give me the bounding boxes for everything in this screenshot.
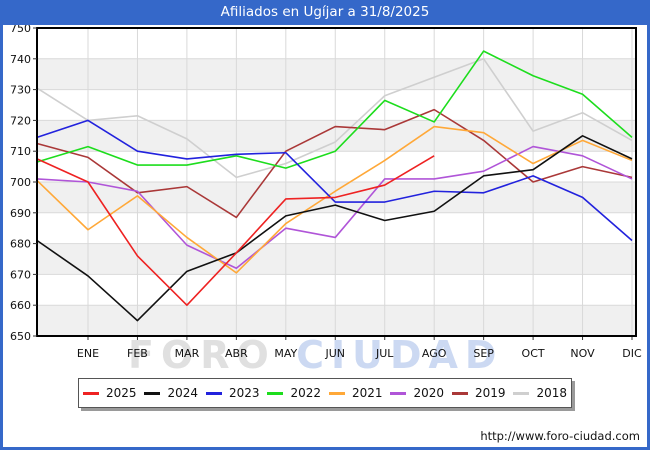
plot-band (37, 28, 636, 59)
plot-band (37, 58, 636, 90)
watermark-part2: CIUDAD (296, 333, 504, 377)
x-tick-label: FEB (127, 347, 148, 360)
series-line-2023 (36, 119, 633, 242)
frame-border-left (0, 0, 3, 450)
x-tick-label: MAY (274, 347, 297, 360)
series-line-2019 (36, 108, 633, 219)
legend-swatch-2020 (390, 391, 407, 395)
legend-label: 2020 (413, 386, 445, 400)
x-tick-label: SEP (473, 347, 494, 360)
legend-item-2023: 2023 (205, 386, 260, 400)
legend-item-2025: 2025 (82, 386, 137, 400)
y-tick-label: 700 (10, 176, 31, 189)
y-tick-label: 690 (10, 207, 31, 220)
x-tick-label: AGO (422, 347, 447, 360)
footer-url: http://www.foro-ciudad.com (480, 429, 640, 443)
series-line-2022 (36, 50, 633, 169)
legend-swatch-2021 (328, 391, 345, 395)
x-tick-label: DIC (622, 347, 642, 360)
legend-swatch-2023 (205, 391, 222, 395)
legend-label: 2019 (474, 386, 506, 400)
series-line-2018 (36, 57, 633, 179)
y-tick-label: 660 (10, 299, 31, 312)
y-tick-label: 670 (10, 268, 31, 281)
frame-border-right (647, 0, 650, 450)
legend-label: 2023 (228, 386, 260, 400)
legend-item-2018: 2018 (513, 386, 567, 400)
legend-label: 2018 (536, 386, 568, 400)
x-tick-label: JUL (375, 347, 394, 360)
y-tick-label: 750 (10, 22, 31, 35)
legend-swatch-2025 (82, 391, 99, 395)
legend-label: 2025 (105, 386, 137, 400)
frame-border-bottom (0, 447, 650, 450)
legend-label: 2021 (351, 386, 383, 400)
y-tick-label: 680 (10, 238, 31, 251)
x-tick-label: NOV (570, 347, 595, 360)
x-tick-label: ENE (77, 347, 99, 360)
y-tick-label: 720 (10, 114, 31, 127)
legend-swatch-2022 (267, 391, 284, 395)
plot-band (37, 305, 636, 336)
y-tick-label: 650 (10, 330, 31, 343)
watermark: FORO CIUDAD (128, 336, 503, 374)
legend-item-2019: 2019 (451, 386, 506, 400)
plot-band (37, 243, 636, 275)
y-tick-label: 710 (10, 145, 31, 158)
legend-item-2024: 2024 (144, 386, 198, 400)
legend-item-2021: 2021 (328, 386, 383, 400)
plot-band (37, 274, 636, 306)
x-tick-label: ABR (225, 347, 248, 360)
y-tick-label: 740 (10, 53, 31, 66)
x-tick-label: MAR (175, 347, 200, 360)
legend-swatch-2019 (451, 391, 468, 395)
series-line-2025 (36, 155, 435, 307)
series-line-2021 (36, 125, 633, 274)
plot-band (37, 120, 636, 152)
x-tick-label: JUN (325, 347, 346, 360)
plot-band (37, 89, 636, 121)
watermark-part1: FORO (128, 333, 297, 377)
chart-title: Afiliados en Ugíjar a 31/8/2025 (0, 0, 650, 25)
legend-label: 2024 (167, 386, 199, 400)
legend-item-2020: 2020 (390, 386, 444, 400)
series-line-2024 (36, 135, 633, 322)
legend-swatch-2024 (144, 391, 161, 395)
plot-band (37, 212, 636, 244)
legend-swatch-2018 (513, 391, 530, 395)
x-tick-label: OCT (522, 347, 545, 360)
legend-label: 2022 (290, 386, 322, 400)
legend: 2025 2024 2023 2022 2021 2020 2019 2018 (78, 378, 572, 408)
y-tick-label: 730 (10, 84, 31, 97)
legend-item-2022: 2022 (267, 386, 321, 400)
series-line-2020 (36, 145, 633, 270)
